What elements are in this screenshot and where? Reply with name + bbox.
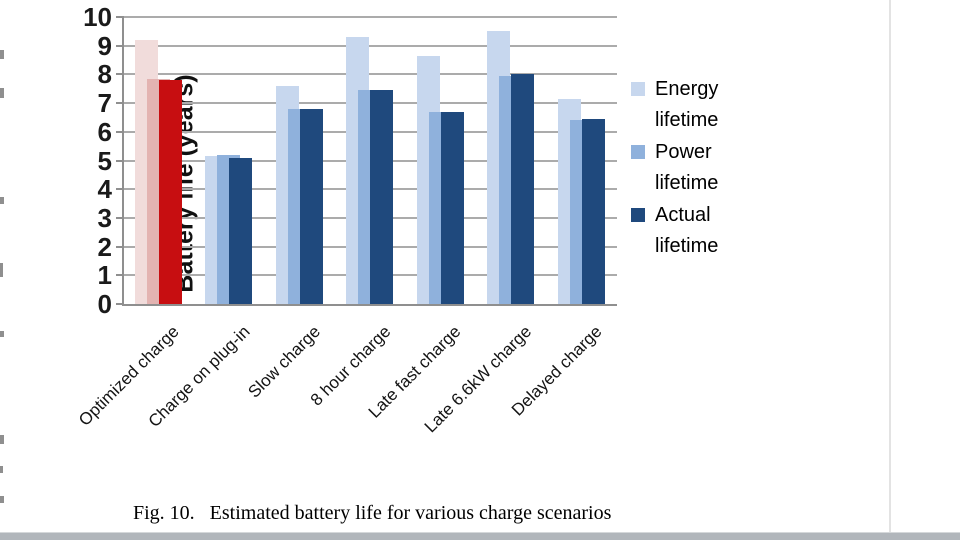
y-tick-label: 4 [97, 174, 112, 205]
y-tick-mark [116, 245, 124, 248]
y-tick-mark [116, 274, 124, 277]
y-tick-mark [116, 303, 124, 305]
page-column-divider [889, 0, 891, 533]
bar-actual-lifetime-6 [511, 74, 534, 304]
y-tick-label: 3 [97, 202, 112, 233]
page-edge-text-fragment [0, 88, 4, 98]
plot-area: Battery life (years) 0 1 2 3 4 5 6 7 8 9 10 [83, 3, 617, 318]
page-edge-text-fragment [0, 197, 4, 204]
y-tick-label: 8 [97, 59, 112, 90]
gridline [124, 73, 617, 76]
legend-swatch-icon [631, 208, 645, 222]
page-edge-text-fragment [0, 435, 4, 444]
legend-item: Energy lifetime [631, 74, 751, 136]
y-tick-label: 7 [97, 88, 112, 119]
y-tick-label: 5 [97, 145, 112, 176]
page-edge-text-fragment [0, 496, 4, 503]
legend-swatch-icon [631, 145, 645, 159]
y-tick-mark [116, 188, 124, 191]
legend-label: Energy lifetime [655, 78, 719, 131]
y-tick-label: 6 [97, 116, 112, 147]
legend-label: Actual lifetime [655, 204, 719, 257]
y-tick-mark [116, 102, 124, 105]
gridline [124, 16, 617, 18]
window-bottom-edge [0, 532, 960, 540]
y-tick-mark [116, 130, 124, 133]
bar-actual-lifetime-1 [159, 80, 182, 304]
gridline [124, 44, 617, 47]
page-edge-text-fragment [0, 50, 4, 59]
legend-item: Actual lifetime [631, 200, 751, 262]
y-tick-mark [116, 16, 124, 18]
page-edge-text-fragment [0, 331, 4, 337]
y-tick-label: 2 [97, 231, 112, 262]
y-tick-mark [116, 159, 124, 162]
page-edge-text-fragment [0, 466, 3, 473]
y-tick-label: 9 [97, 30, 112, 61]
y-tick-mark [116, 44, 124, 47]
y-tick-label: 1 [97, 260, 112, 291]
y-tick-label: 10 [83, 2, 112, 32]
bar-actual-lifetime-4 [370, 90, 393, 304]
bar-actual-lifetime-2 [229, 158, 252, 304]
y-tick-mark [116, 216, 124, 219]
y-tick-label: 0 [97, 289, 112, 319]
page-edge-text-fragment [0, 263, 3, 277]
figure-caption: Fig. 10. Estimated battery life for vari… [133, 502, 612, 524]
chart-legend: Energy lifetime Power lifetime Actual life… [631, 74, 751, 263]
bar-actual-lifetime-5 [441, 112, 464, 304]
bar-actual-lifetime-7 [582, 119, 605, 304]
legend-swatch-icon [631, 82, 645, 96]
y-tick-mark [116, 73, 124, 76]
legend-label: Power lifetime [655, 141, 719, 194]
bar-actual-lifetime-3 [300, 109, 323, 304]
legend-item: Power lifetime [631, 137, 751, 199]
